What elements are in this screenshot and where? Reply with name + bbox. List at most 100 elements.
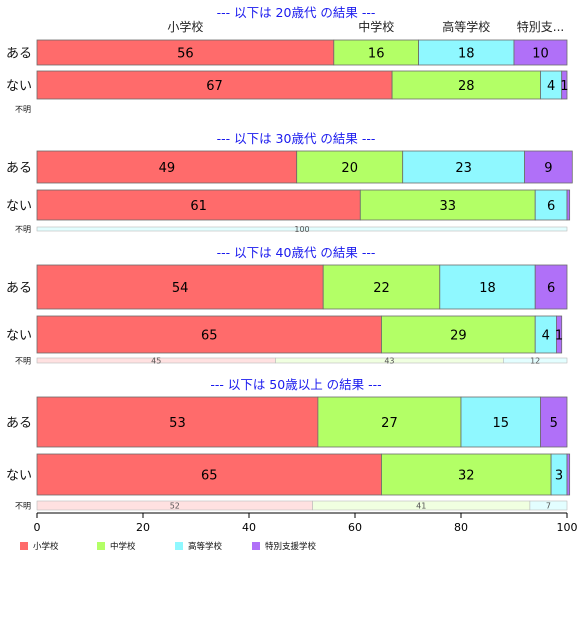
bar-segment: [566, 453, 571, 496]
bar-segment: [317, 396, 462, 448]
bar-segment: [566, 189, 571, 221]
panel-title: --- 以下は 20歳代 の結果 ---: [217, 5, 376, 20]
bar-segment: [36, 39, 335, 66]
bar-segment: [418, 39, 515, 66]
column-header-label: 中学校: [358, 19, 394, 34]
bar-segment: [36, 396, 319, 448]
bar-segment: [391, 70, 541, 100]
x-tick-label: 80: [454, 521, 468, 534]
row-label: 不明: [15, 502, 31, 511]
bar-segment: [503, 357, 568, 364]
legend-swatch: [252, 542, 260, 550]
data-label: 3: [555, 469, 563, 484]
legend-label: 高等学校: [188, 541, 223, 552]
bar-segment: [556, 315, 563, 354]
data-label: 32: [458, 469, 475, 484]
row-label: 不明: [15, 225, 31, 234]
bar-segment: [36, 264, 324, 310]
row-label: ない: [6, 329, 32, 344]
row-label: 不明: [15, 357, 31, 366]
bar-segment: [322, 264, 441, 310]
legend-swatch: [97, 542, 105, 550]
legend-label: 中学校: [110, 541, 136, 552]
data-label: 16: [368, 47, 385, 62]
data-label: 18: [458, 47, 475, 62]
data-label: 67: [206, 79, 223, 94]
row-label: ない: [6, 79, 32, 94]
x-tick-label: 40: [242, 521, 256, 534]
bar-segment: [561, 70, 568, 100]
bar-segment: [460, 396, 541, 448]
bar-segment: [36, 70, 393, 100]
bar-segment: [513, 39, 568, 66]
column-header-label: 小学校: [167, 19, 203, 34]
data-label: 49: [159, 161, 176, 176]
row-label: 不明: [15, 105, 31, 114]
row-label: ない: [6, 199, 32, 214]
bar-segment: [36, 226, 568, 232]
legend-swatch: [175, 542, 183, 550]
bar-segment: [534, 264, 568, 310]
data-label: 65: [201, 329, 218, 344]
data-label: 22: [373, 281, 390, 296]
data-label: 6: [547, 199, 555, 214]
bar-segment: [402, 150, 526, 184]
data-label: 7: [546, 502, 551, 511]
legend-label: 小学校: [33, 541, 59, 552]
legend-swatch: [20, 542, 28, 550]
x-tick-label: 100: [557, 521, 578, 534]
bar-segment: [381, 315, 536, 354]
data-label: 1: [555, 329, 563, 344]
data-label: 100: [294, 225, 309, 234]
data-label: 56: [177, 47, 194, 62]
data-label: 5: [550, 416, 558, 431]
bar-segment: [359, 189, 536, 221]
data-label: 65: [201, 469, 218, 484]
data-label: 61: [190, 199, 207, 214]
bar-segment: [540, 396, 568, 448]
bar-segment: [36, 189, 361, 221]
row-label: ある: [6, 161, 32, 176]
column-header-label: 特別支...: [517, 19, 564, 34]
panel-title: --- 以下は 50歳以上 の結果 ---: [210, 377, 381, 392]
bar-segment: [524, 150, 573, 184]
data-label: 15: [492, 416, 509, 431]
data-label: 27: [381, 416, 398, 431]
panel-title: --- 以下は 40歳代 の結果 ---: [217, 245, 376, 260]
column-header-label: 高等学校: [442, 19, 490, 34]
panel-title: --- 以下は 30歳代 の結果 ---: [217, 131, 376, 146]
data-label: 4: [547, 79, 555, 94]
data-label: 9: [544, 161, 552, 176]
x-tick-label: 60: [348, 521, 362, 534]
bar-segment: [333, 39, 419, 66]
data-label: 29: [450, 329, 467, 344]
data-label: 52: [170, 502, 180, 511]
data-label: 18: [479, 281, 496, 296]
data-label: 41: [416, 502, 426, 511]
bar-segment: [36, 150, 298, 184]
data-label: 53: [169, 416, 186, 431]
data-label: 43: [384, 357, 394, 366]
data-label: 1: [560, 79, 568, 94]
row-label: ある: [6, 281, 32, 296]
data-label: 33: [439, 199, 456, 214]
x-tick-label: 20: [136, 521, 150, 534]
bar-segment: [529, 500, 568, 511]
legend-label: 特別支援学校: [265, 541, 317, 552]
data-label: 28: [458, 79, 475, 94]
data-label: 12: [530, 357, 540, 366]
data-label: 45: [151, 357, 161, 366]
data-label: 4: [542, 329, 550, 344]
row-label: ある: [6, 47, 32, 62]
bar-segment: [439, 264, 536, 310]
data-label: 20: [341, 161, 358, 176]
data-label: 6: [547, 281, 555, 296]
row-label: ある: [6, 416, 32, 431]
data-label: 10: [532, 47, 549, 62]
x-tick-label: 0: [34, 521, 41, 534]
data-label: 23: [455, 161, 472, 176]
bar-segment: [296, 150, 404, 184]
row-label: ない: [6, 469, 32, 484]
data-label: 54: [172, 281, 189, 296]
